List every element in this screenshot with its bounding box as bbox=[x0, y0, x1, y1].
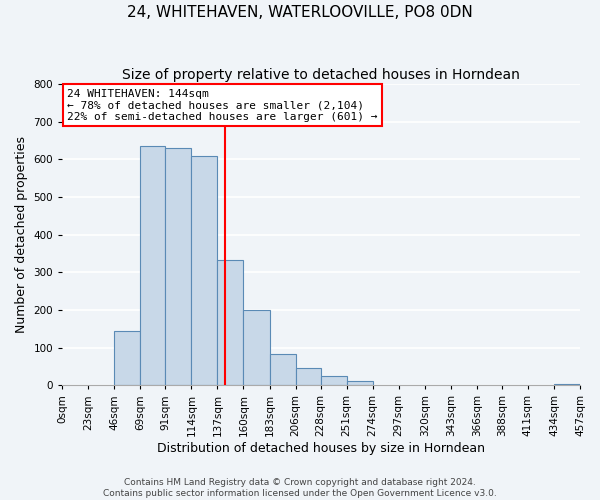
Bar bbox=[269, 354, 296, 386]
Bar bbox=[217, 260, 244, 386]
X-axis label: Distribution of detached houses by size in Horndean: Distribution of detached houses by size … bbox=[157, 442, 485, 455]
Bar bbox=[320, 376, 347, 386]
Bar bbox=[554, 384, 580, 386]
Y-axis label: Number of detached properties: Number of detached properties bbox=[15, 136, 28, 333]
Text: 24 WHITEHAVEN: 144sqm
← 78% of detached houses are smaller (2,104)
22% of semi-d: 24 WHITEHAVEN: 144sqm ← 78% of detached … bbox=[67, 88, 378, 122]
Title: Size of property relative to detached houses in Horndean: Size of property relative to detached ho… bbox=[122, 68, 520, 82]
Text: Contains HM Land Registry data © Crown copyright and database right 2024.
Contai: Contains HM Land Registry data © Crown c… bbox=[103, 478, 497, 498]
Bar bbox=[140, 146, 166, 386]
Bar bbox=[191, 156, 217, 386]
Bar bbox=[347, 381, 373, 386]
Bar bbox=[296, 368, 320, 386]
Bar bbox=[244, 310, 269, 386]
Bar bbox=[115, 332, 140, 386]
Text: 24, WHITEHAVEN, WATERLOOVILLE, PO8 0DN: 24, WHITEHAVEN, WATERLOOVILLE, PO8 0DN bbox=[127, 5, 473, 20]
Bar bbox=[166, 148, 191, 386]
